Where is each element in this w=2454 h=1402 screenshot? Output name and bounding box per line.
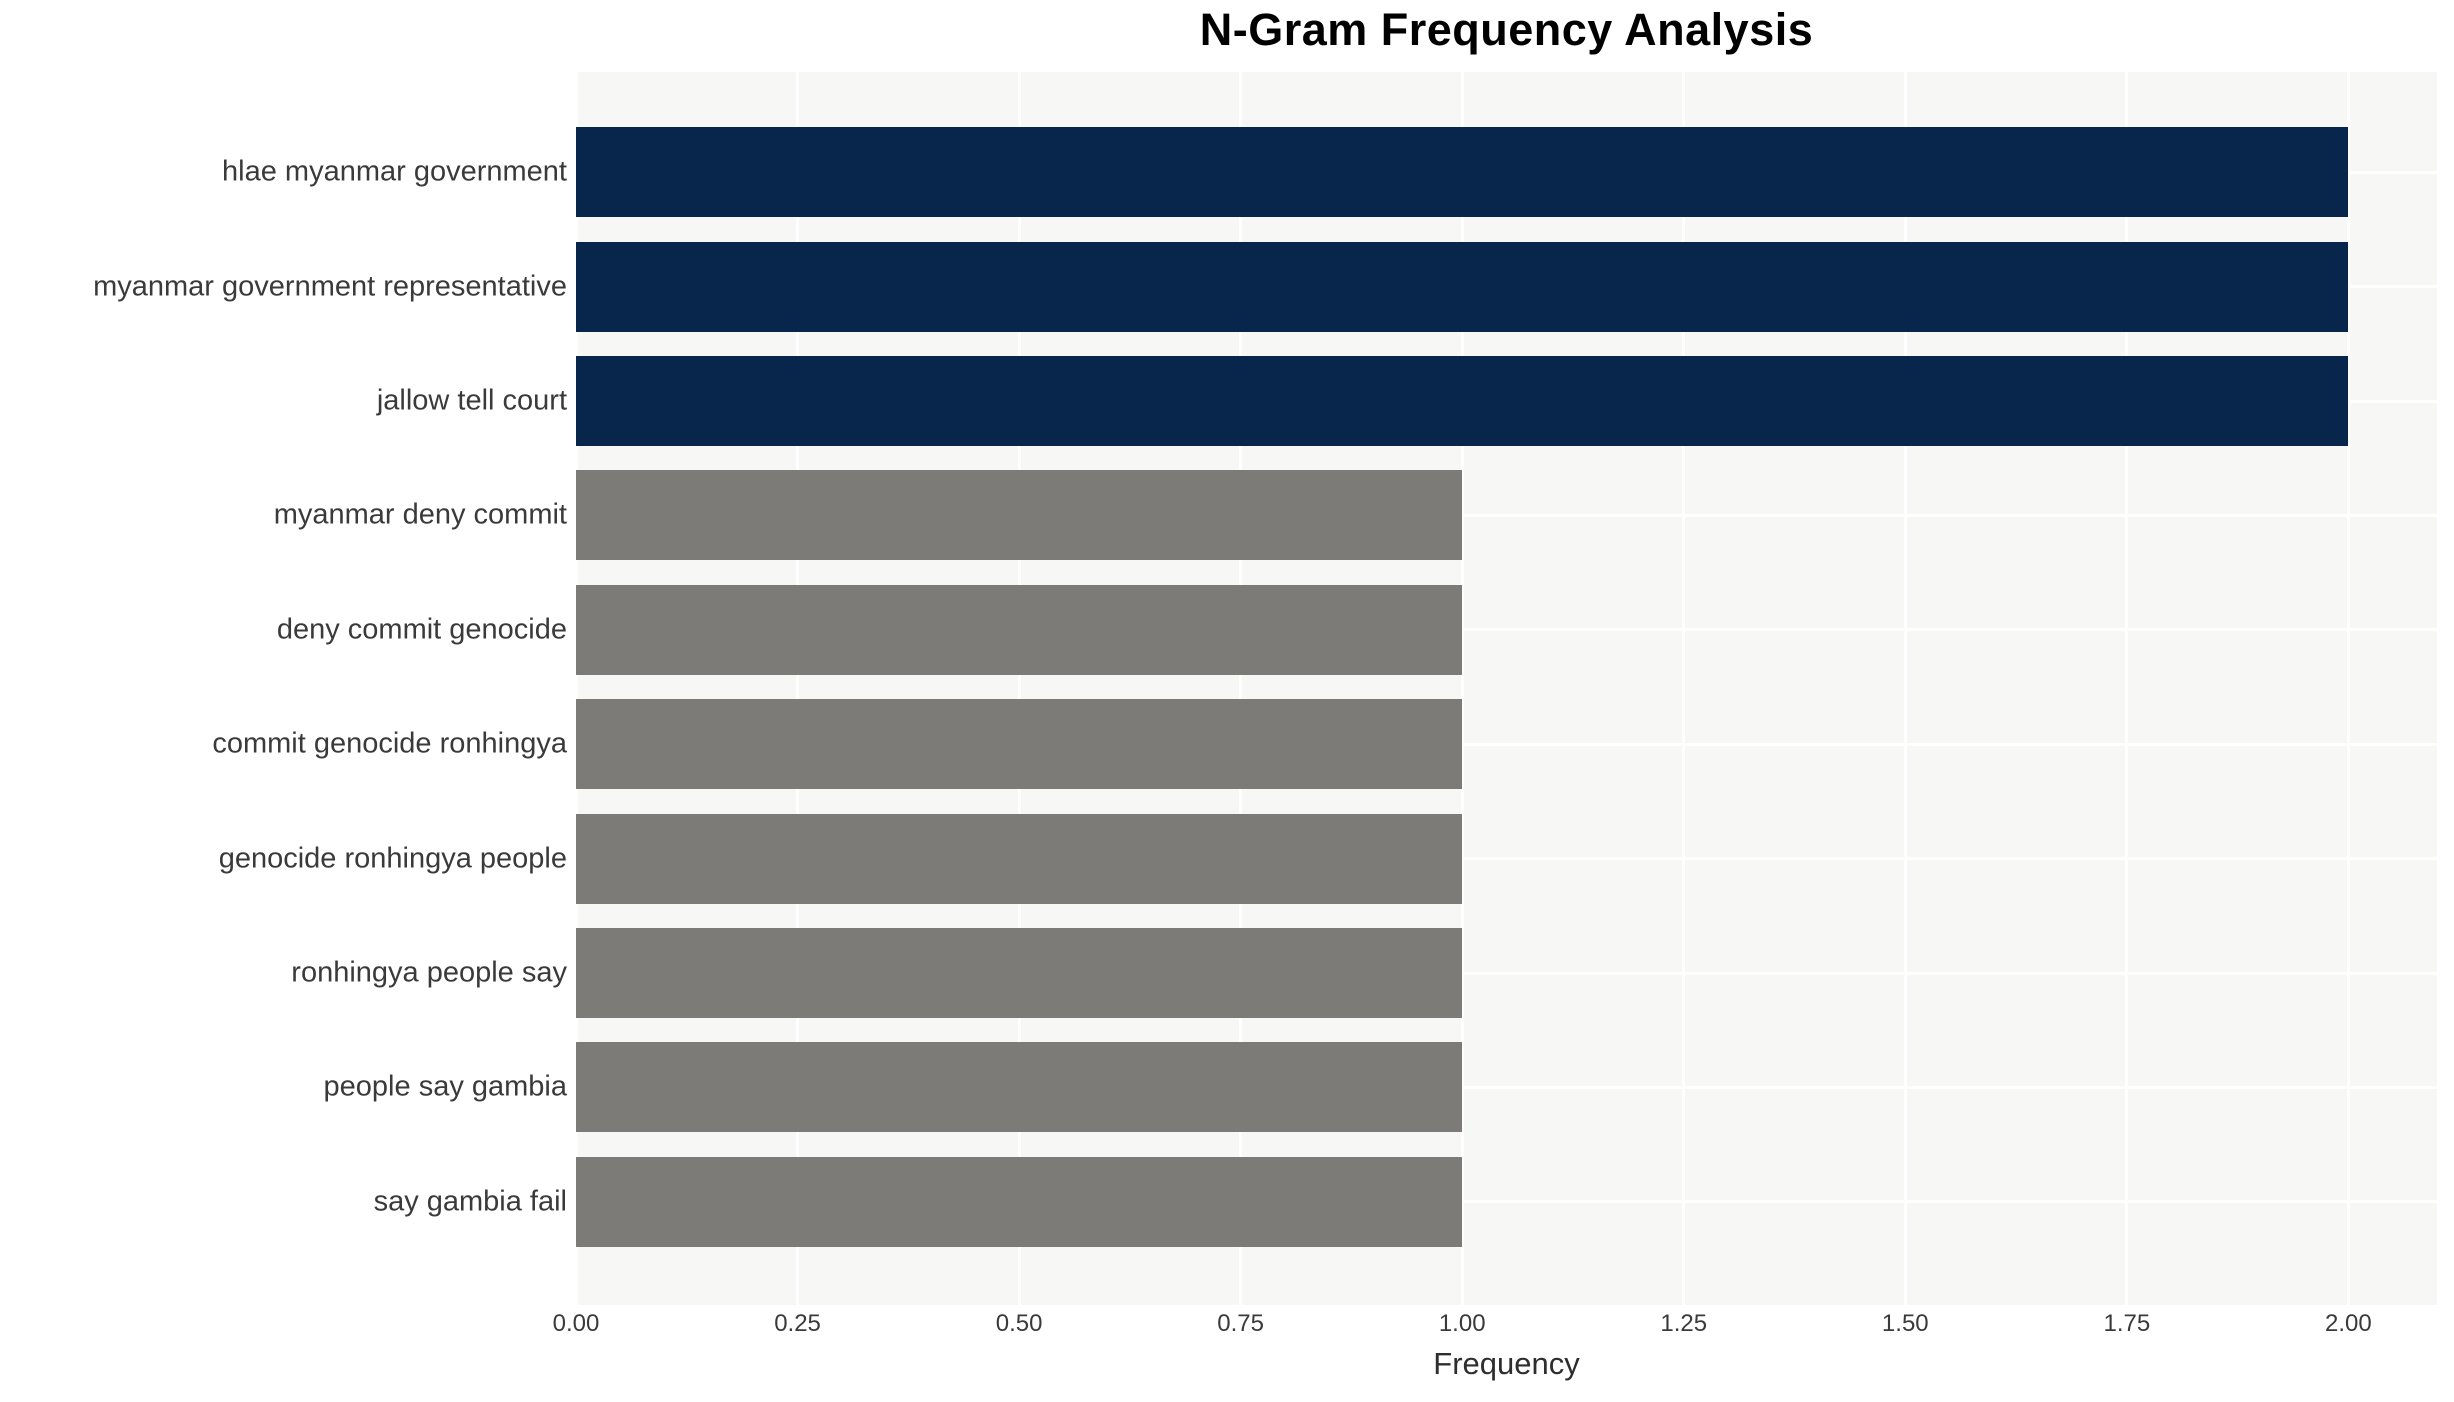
y-gridline [576, 1200, 2437, 1204]
x-gridline [1017, 72, 1021, 1305]
bar [576, 470, 1463, 561]
x-tick-label: 0.50 [995, 1310, 1043, 1337]
y-gridline [576, 742, 2437, 746]
y-tick-label: jallow tell court [376, 384, 567, 417]
x-tick-label: 0.25 [774, 1310, 821, 1337]
x-tick-label: 0.00 [552, 1310, 600, 1337]
y-gridline [576, 857, 2437, 861]
y-gridline [576, 1085, 2437, 1089]
bar [576, 699, 1463, 790]
y-tick-label: genocide ronhingya people [218, 842, 567, 875]
x-tick-label: 1.75 [2103, 1310, 2151, 1337]
y-gridline [576, 971, 2437, 975]
y-tick-label: hlae myanmar government [222, 155, 567, 188]
y-gridline [576, 513, 2437, 517]
x-tick-label: 1.00 [1438, 1310, 1486, 1337]
bar [576, 1156, 1463, 1247]
bar [576, 1042, 1463, 1133]
bar [576, 356, 2349, 446]
x-gridline [1903, 72, 1907, 1305]
x-gridline [2346, 72, 2350, 1305]
x-gridline [2125, 72, 2129, 1305]
chart-title: N-Gram Frequency Analysis [1199, 4, 1814, 55]
x-tick-label: 1.25 [1660, 1310, 1708, 1337]
x-tick-label: 2.00 [2325, 1310, 2372, 1337]
y-tick-label: myanmar government representative [93, 270, 567, 303]
x-tick-label: 1.50 [1881, 1310, 1929, 1337]
x-gridline [574, 72, 578, 1305]
bar [576, 584, 1463, 675]
y-gridline [576, 628, 2437, 632]
y-tick-label: ronhingya people say [291, 956, 567, 989]
y-tick-label: say gambia fail [373, 1185, 567, 1218]
bar [576, 127, 2349, 218]
x-gridline [1239, 72, 1243, 1305]
bar [576, 928, 1463, 1018]
plot-area [574, 72, 2437, 1305]
y-tick-label: myanmar deny commit [273, 498, 567, 531]
bar [576, 241, 2349, 332]
x-tick-label: 0.75 [1217, 1310, 1264, 1337]
x-gridline [796, 72, 800, 1305]
x-gridline [1682, 72, 1686, 1305]
bar [576, 813, 1463, 904]
y-tick-label: people say gambia [323, 1070, 567, 1103]
x-gridline [1460, 72, 1464, 1305]
y-tick-label: deny commit genocide [276, 613, 567, 646]
y-tick-label: commit genocide ronhingya [212, 727, 567, 760]
x-axis-label: Frequency [1433, 1346, 1580, 1381]
